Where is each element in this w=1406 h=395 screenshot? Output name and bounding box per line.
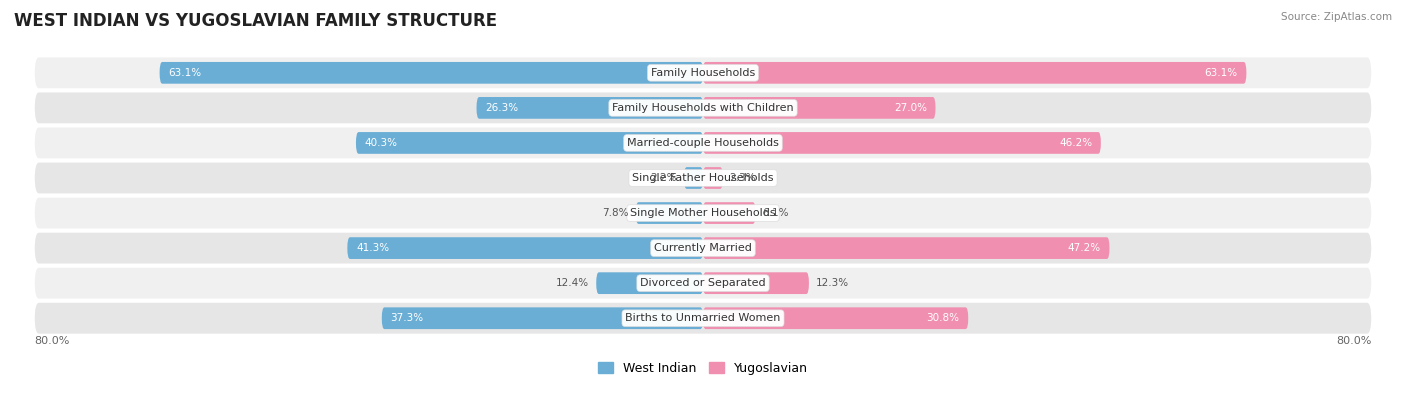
Text: 2.3%: 2.3% [730,173,756,183]
Text: Currently Married: Currently Married [654,243,752,253]
Text: 46.2%: 46.2% [1059,138,1092,148]
FancyBboxPatch shape [703,237,1109,259]
FancyBboxPatch shape [35,128,1371,158]
FancyBboxPatch shape [35,163,1371,194]
FancyBboxPatch shape [703,272,808,294]
FancyBboxPatch shape [35,268,1371,299]
FancyBboxPatch shape [35,303,1371,334]
FancyBboxPatch shape [636,202,703,224]
FancyBboxPatch shape [703,97,935,119]
Text: 63.1%: 63.1% [1205,68,1237,78]
Text: Divorced or Separated: Divorced or Separated [640,278,766,288]
Text: Single Father Households: Single Father Households [633,173,773,183]
FancyBboxPatch shape [160,62,703,84]
Text: 47.2%: 47.2% [1067,243,1101,253]
Text: 80.0%: 80.0% [1336,336,1371,346]
FancyBboxPatch shape [703,132,1101,154]
FancyBboxPatch shape [477,97,703,119]
FancyBboxPatch shape [685,167,703,189]
FancyBboxPatch shape [347,237,703,259]
Text: 12.4%: 12.4% [557,278,589,288]
Text: WEST INDIAN VS YUGOSLAVIAN FAMILY STRUCTURE: WEST INDIAN VS YUGOSLAVIAN FAMILY STRUCT… [14,12,498,30]
FancyBboxPatch shape [703,202,755,224]
FancyBboxPatch shape [703,307,969,329]
FancyBboxPatch shape [356,132,703,154]
Text: Single Mother Households: Single Mother Households [630,208,776,218]
Text: 30.8%: 30.8% [927,313,960,323]
Text: 7.8%: 7.8% [602,208,628,218]
Text: 40.3%: 40.3% [364,138,398,148]
Text: Married-couple Households: Married-couple Households [627,138,779,148]
Text: 26.3%: 26.3% [485,103,519,113]
Text: 12.3%: 12.3% [815,278,849,288]
Text: Source: ZipAtlas.com: Source: ZipAtlas.com [1281,12,1392,22]
FancyBboxPatch shape [703,62,1246,84]
Text: Births to Unmarried Women: Births to Unmarried Women [626,313,780,323]
FancyBboxPatch shape [35,198,1371,228]
Text: 41.3%: 41.3% [356,243,389,253]
FancyBboxPatch shape [596,272,703,294]
Text: 2.2%: 2.2% [651,173,678,183]
Text: 63.1%: 63.1% [169,68,201,78]
Text: 6.1%: 6.1% [762,208,789,218]
FancyBboxPatch shape [382,307,703,329]
FancyBboxPatch shape [35,57,1371,88]
FancyBboxPatch shape [35,92,1371,123]
Legend: West Indian, Yugoslavian: West Indian, Yugoslavian [593,357,813,380]
Text: 27.0%: 27.0% [894,103,927,113]
Text: Family Households with Children: Family Households with Children [612,103,794,113]
FancyBboxPatch shape [703,167,723,189]
FancyBboxPatch shape [35,233,1371,263]
Text: Family Households: Family Households [651,68,755,78]
Text: 37.3%: 37.3% [391,313,423,323]
Text: 80.0%: 80.0% [35,336,70,346]
